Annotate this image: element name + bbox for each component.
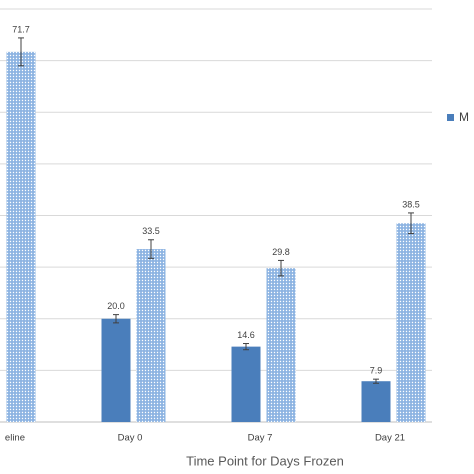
data-label: 29.8 (272, 247, 290, 257)
legend-label: M (459, 110, 469, 124)
bar (6, 51, 36, 422)
x-tick-label: Day 0 (118, 433, 143, 444)
x-axis-title: Time Point for Days Frozen (186, 453, 344, 468)
legend-swatch (447, 114, 454, 121)
data-label: 14.6 (237, 330, 255, 340)
x-tick-label: Day 21 (375, 433, 405, 444)
bar (136, 249, 166, 422)
x-tick-label: eline (5, 433, 25, 444)
data-label: 7.9 (370, 366, 383, 376)
bar (396, 223, 426, 422)
bar (266, 268, 296, 422)
bar (101, 318, 131, 422)
data-label: 71.7 (12, 24, 30, 34)
data-label: 38.5 (402, 199, 420, 209)
bar (231, 346, 261, 422)
bar (361, 381, 391, 422)
x-tick-label: Day 7 (248, 433, 273, 444)
data-label: 20.0 (107, 301, 125, 311)
data-label: 33.5 (142, 226, 160, 236)
